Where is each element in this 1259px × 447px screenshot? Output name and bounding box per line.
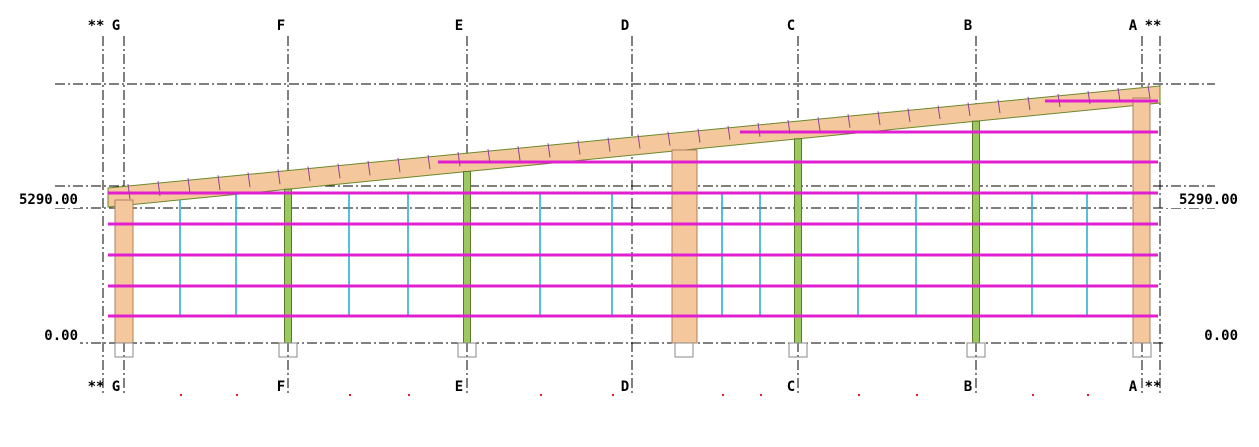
- grid-label: **: [88, 379, 105, 395]
- grid-label: D: [621, 379, 629, 395]
- grid-label: **: [1145, 379, 1162, 395]
- purlin: [427, 154, 431, 170]
- grid-label: B: [964, 379, 972, 395]
- mark: [408, 394, 410, 396]
- purlin: [187, 178, 191, 194]
- purlin: [277, 169, 281, 185]
- purlin: [907, 108, 911, 122]
- purlin: [937, 105, 941, 120]
- purlin: [1117, 87, 1121, 102]
- level-label: 5290.00: [19, 192, 78, 208]
- mark: [916, 394, 918, 396]
- grid-label: E: [455, 379, 463, 395]
- purlin: [727, 125, 731, 140]
- level-label: 0.00: [44, 328, 78, 344]
- purlin: [397, 157, 401, 173]
- base-plate: [457, 342, 477, 358]
- mark: [612, 394, 614, 396]
- grid-label: G: [112, 18, 120, 34]
- purlin: [877, 111, 881, 125]
- grid-label: G: [112, 379, 120, 395]
- mark: [349, 394, 351, 396]
- purlin: [367, 160, 371, 176]
- purlin: [157, 181, 161, 197]
- mark: [180, 394, 182, 396]
- purlin: [1027, 96, 1031, 111]
- grid-label: **: [88, 18, 105, 34]
- purlin: [247, 172, 251, 188]
- purlin: [577, 140, 581, 155]
- mark: [858, 394, 860, 396]
- grid-label: C: [787, 379, 795, 395]
- purlin: [1147, 85, 1151, 99]
- purlin: [337, 163, 341, 179]
- base-plate: [674, 342, 694, 358]
- purlin: [787, 119, 791, 134]
- label-bg: [8, 192, 80, 208]
- purlin: [667, 131, 671, 146]
- purlin: [697, 128, 701, 143]
- grid-label: A: [1129, 379, 1138, 395]
- purlin: [547, 143, 551, 158]
- purlin: [967, 102, 971, 117]
- purlin: [487, 149, 491, 164]
- column: [1132, 97, 1151, 344]
- base-plate: [1132, 342, 1152, 358]
- structure: ** ** G G F F E E D D C C B B A A ** ** 5290.00 5290.00 0.00…: [8, 18, 1242, 396]
- purlin: [817, 117, 821, 131]
- grid-label: C: [787, 18, 795, 34]
- label-bg: [8, 328, 80, 344]
- purlin: [757, 122, 761, 137]
- base-plate: [278, 342, 298, 358]
- purlin: [607, 137, 611, 152]
- purlin: [1087, 90, 1091, 105]
- column: [284, 188, 292, 344]
- purlin: [217, 175, 221, 191]
- mark: [722, 394, 724, 396]
- column: [972, 120, 980, 344]
- grid-label: F: [277, 379, 285, 395]
- purlin: [847, 114, 851, 128]
- mark: [1032, 394, 1034, 396]
- purlin: [517, 146, 521, 161]
- purlin: [997, 99, 1001, 114]
- roof: [107, 85, 1161, 208]
- base-plate: [788, 342, 808, 358]
- column: [114, 199, 134, 344]
- mark: [236, 394, 238, 396]
- mark: [760, 394, 762, 396]
- purlin: [127, 183, 131, 200]
- level-label: 5290.00: [1179, 192, 1238, 208]
- purlin: [307, 166, 311, 182]
- mark: [1087, 394, 1089, 396]
- base-plate: [966, 342, 986, 358]
- label-bg: [1166, 328, 1242, 344]
- grid-label: **: [1145, 18, 1162, 34]
- level-label: 0.00: [1204, 328, 1238, 344]
- grid-label: F: [277, 18, 285, 34]
- purlin: [1057, 93, 1061, 108]
- purlin: [457, 151, 461, 167]
- label-bg: [1166, 192, 1242, 208]
- mark: [540, 394, 542, 396]
- grid-label: B: [964, 18, 972, 34]
- grid-label: E: [455, 18, 463, 34]
- purlin: [637, 134, 641, 149]
- column: [794, 138, 802, 344]
- base-plate: [114, 342, 134, 358]
- grid-label: D: [621, 18, 629, 34]
- column: [671, 149, 698, 344]
- grid-label: A: [1129, 18, 1138, 34]
